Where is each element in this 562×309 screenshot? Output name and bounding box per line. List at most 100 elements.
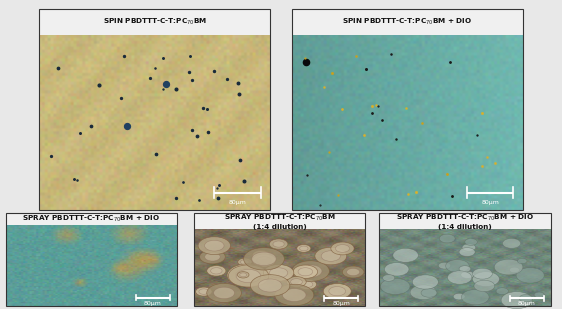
- Circle shape: [336, 245, 350, 252]
- Point: [445, 60, 454, 65]
- Point: [418, 121, 427, 126]
- Point: [70, 176, 79, 181]
- Point: [116, 96, 125, 101]
- Circle shape: [473, 272, 500, 286]
- Circle shape: [238, 258, 252, 266]
- Circle shape: [275, 284, 314, 306]
- Circle shape: [393, 248, 418, 262]
- Point: [302, 173, 311, 178]
- Bar: [6, 213, 177, 225]
- Circle shape: [383, 275, 395, 281]
- Circle shape: [270, 268, 288, 278]
- Point: [95, 83, 104, 87]
- Bar: [292, 36, 523, 210]
- Text: 80μm: 80μm: [518, 301, 536, 306]
- Circle shape: [205, 240, 224, 251]
- Point: [199, 106, 208, 111]
- Point: [233, 81, 242, 86]
- Circle shape: [259, 279, 282, 292]
- Bar: [39, 36, 270, 210]
- Text: 80μm: 80μm: [482, 200, 500, 205]
- Point: [351, 53, 360, 58]
- Text: SPRAY PBDTTT-C-T:PC$_{70}$BM + DIO
(1:4 dilution): SPRAY PBDTTT-C-T:PC$_{70}$BM + DIO (1:4 …: [396, 213, 534, 230]
- Point: [223, 76, 232, 81]
- Point: [333, 193, 342, 198]
- Point: [210, 69, 219, 74]
- Circle shape: [257, 256, 271, 265]
- Circle shape: [287, 277, 306, 287]
- Point: [374, 104, 383, 108]
- Circle shape: [237, 272, 249, 278]
- Circle shape: [205, 252, 220, 261]
- Point: [327, 71, 336, 76]
- Circle shape: [447, 271, 472, 284]
- Point: [411, 189, 420, 194]
- Circle shape: [298, 279, 316, 290]
- Point: [213, 185, 222, 190]
- Point: [192, 134, 201, 139]
- Bar: [6, 213, 177, 306]
- Bar: [39, 9, 270, 36]
- Point: [185, 53, 194, 58]
- Point: [337, 107, 346, 112]
- Circle shape: [207, 283, 242, 303]
- Circle shape: [347, 269, 360, 276]
- Bar: [292, 9, 523, 36]
- Circle shape: [454, 293, 465, 300]
- Circle shape: [235, 269, 260, 282]
- Circle shape: [199, 289, 209, 294]
- Bar: [194, 229, 365, 306]
- Text: SPIN PBDTTT-C-T:PC$_{70}$BM: SPIN PBDTTT-C-T:PC$_{70}$BM: [102, 17, 207, 28]
- Point: [215, 183, 224, 188]
- Circle shape: [196, 287, 212, 296]
- Circle shape: [211, 268, 222, 274]
- Circle shape: [534, 292, 544, 298]
- Circle shape: [461, 271, 474, 278]
- Point: [145, 75, 154, 80]
- Circle shape: [380, 278, 410, 294]
- Circle shape: [269, 239, 288, 249]
- Text: 80μm: 80μm: [144, 301, 162, 306]
- Circle shape: [252, 250, 270, 260]
- Point: [368, 104, 377, 108]
- Bar: [292, 9, 523, 210]
- Point: [162, 82, 171, 87]
- Point: [214, 195, 223, 200]
- Circle shape: [264, 265, 294, 281]
- Circle shape: [439, 234, 455, 243]
- Point: [442, 171, 451, 176]
- Circle shape: [315, 247, 347, 265]
- Circle shape: [200, 250, 225, 264]
- Circle shape: [291, 279, 302, 285]
- Point: [87, 123, 96, 128]
- Circle shape: [227, 264, 269, 287]
- Circle shape: [459, 248, 475, 256]
- Circle shape: [214, 287, 234, 299]
- Point: [158, 87, 167, 91]
- Circle shape: [297, 244, 311, 252]
- Point: [473, 132, 482, 137]
- Point: [404, 192, 413, 197]
- Circle shape: [198, 237, 230, 255]
- Circle shape: [465, 239, 477, 245]
- Point: [150, 66, 159, 70]
- Bar: [39, 9, 270, 210]
- Circle shape: [329, 286, 346, 296]
- Point: [73, 177, 82, 182]
- Circle shape: [292, 261, 329, 281]
- Point: [172, 87, 181, 92]
- Circle shape: [509, 267, 519, 273]
- Circle shape: [300, 265, 322, 277]
- Circle shape: [250, 275, 290, 296]
- Point: [123, 124, 132, 129]
- Point: [53, 66, 62, 70]
- Point: [75, 131, 84, 136]
- Point: [239, 178, 248, 183]
- Point: [195, 197, 204, 202]
- Point: [158, 56, 167, 61]
- Circle shape: [438, 262, 451, 269]
- Circle shape: [384, 263, 409, 276]
- Circle shape: [293, 265, 318, 278]
- Circle shape: [501, 292, 532, 309]
- Point: [371, 103, 380, 108]
